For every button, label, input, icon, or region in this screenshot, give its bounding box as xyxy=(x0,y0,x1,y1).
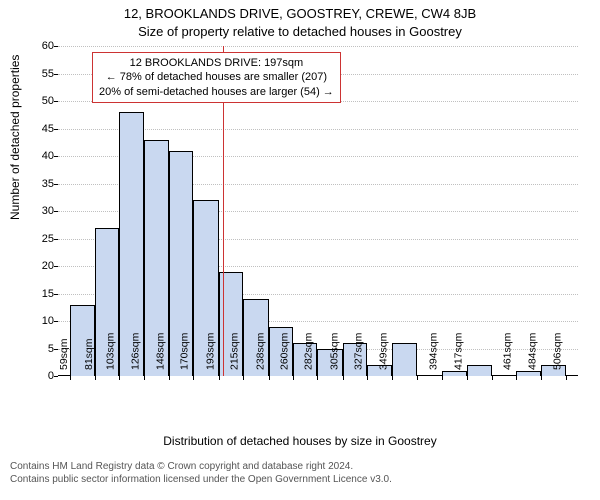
title-line-2: Size of property relative to detached ho… xyxy=(0,24,600,39)
x-tick-mark xyxy=(119,376,120,380)
x-tick-mark xyxy=(392,376,393,380)
y-tick-label: 15 xyxy=(42,288,54,300)
info-box: 12 BROOKLANDS DRIVE: 197sqm ← 78% of det… xyxy=(92,52,341,103)
y-tick-label: 45 xyxy=(42,123,54,135)
x-tick-mark xyxy=(70,376,71,380)
footer-line-1: Contains HM Land Registry data © Crown c… xyxy=(10,460,590,473)
info-box-line-1: 12 BROOKLANDS DRIVE: 197sqm xyxy=(99,56,334,70)
title-line-1: 12, BROOKLANDS DRIVE, GOOSTREY, CREWE, C… xyxy=(0,6,600,21)
y-tick-mark xyxy=(54,294,58,295)
x-tick-label: 305sqm xyxy=(328,333,340,370)
y-tick-mark xyxy=(54,74,58,75)
x-axis-label: Distribution of detached houses by size … xyxy=(0,434,600,448)
x-tick-label: 148sqm xyxy=(154,333,166,370)
x-tick-mark xyxy=(541,376,542,380)
y-tick-mark xyxy=(54,266,58,267)
x-tick-mark xyxy=(417,376,418,380)
x-tick-label: 282sqm xyxy=(303,333,315,370)
y-tick-label: 50 xyxy=(42,95,54,107)
y-tick-label: 55 xyxy=(42,68,54,80)
x-tick-label: 126sqm xyxy=(130,333,142,370)
histogram-bar xyxy=(516,371,542,377)
x-tick-label: 327sqm xyxy=(353,333,365,370)
x-tick-label: 349sqm xyxy=(377,333,389,370)
x-tick-label: 170sqm xyxy=(179,333,191,370)
y-tick-mark xyxy=(54,101,58,102)
x-tick-mark xyxy=(516,376,517,380)
footer: Contains HM Land Registry data © Crown c… xyxy=(10,460,590,486)
x-tick-label: 484sqm xyxy=(527,333,539,370)
x-tick-mark xyxy=(144,376,145,380)
x-tick-label: 238sqm xyxy=(254,333,266,370)
y-axis-label: Number of detached properties xyxy=(8,55,22,220)
y-tick-label: 40 xyxy=(42,150,54,162)
y-tick-mark xyxy=(54,376,58,377)
x-tick-mark xyxy=(317,376,318,380)
y-tick-label: 10 xyxy=(42,315,54,327)
x-tick-mark xyxy=(566,376,567,380)
x-tick-mark xyxy=(492,376,493,380)
x-tick-mark xyxy=(343,376,344,380)
x-tick-mark xyxy=(219,376,220,380)
x-tick-label: 193sqm xyxy=(204,333,216,370)
info-box-line-2: ← 78% of detached houses are smaller (20… xyxy=(99,70,334,84)
x-tick-label: 81sqm xyxy=(83,338,95,370)
histogram-bar xyxy=(467,365,491,376)
x-tick-label: 394sqm xyxy=(427,333,439,370)
histogram-bar xyxy=(392,343,418,376)
x-tick-mark xyxy=(293,376,294,380)
y-tick-mark xyxy=(54,321,58,322)
histogram-bar xyxy=(442,371,468,377)
y-tick-mark xyxy=(54,156,58,157)
y-tick-label: 25 xyxy=(42,233,54,245)
x-tick-mark xyxy=(95,376,96,380)
y-tick-mark xyxy=(54,211,58,212)
y-tick-mark xyxy=(54,184,58,185)
y-tick-label: 30 xyxy=(42,205,54,217)
footer-line-2: Contains public sector information licen… xyxy=(10,473,590,486)
y-tick-label: 60 xyxy=(42,40,54,52)
x-tick-label: 215sqm xyxy=(228,333,240,370)
x-tick-mark xyxy=(442,376,443,380)
chart-container: 12, BROOKLANDS DRIVE, GOOSTREY, CREWE, C… xyxy=(0,0,600,500)
gridline xyxy=(58,46,578,47)
x-tick-label: 260sqm xyxy=(278,333,290,370)
y-tick-label: 35 xyxy=(42,178,54,190)
info-box-line-3: 20% of semi-detached houses are larger (… xyxy=(99,85,334,99)
x-tick-mark xyxy=(467,376,468,380)
x-tick-label: 461sqm xyxy=(501,333,513,370)
x-tick-mark xyxy=(367,376,368,380)
y-tick-label: 20 xyxy=(42,260,54,272)
x-tick-label: 417sqm xyxy=(452,333,464,370)
x-tick-mark xyxy=(193,376,194,380)
x-tick-label: 103sqm xyxy=(104,333,116,370)
x-tick-label: 506sqm xyxy=(551,333,563,370)
y-tick-mark xyxy=(54,129,58,130)
x-tick-mark xyxy=(269,376,270,380)
y-tick-mark xyxy=(54,239,58,240)
x-tick-mark xyxy=(169,376,170,380)
x-tick-label: 59sqm xyxy=(58,338,70,370)
x-tick-mark xyxy=(243,376,244,380)
y-tick-mark xyxy=(54,46,58,47)
